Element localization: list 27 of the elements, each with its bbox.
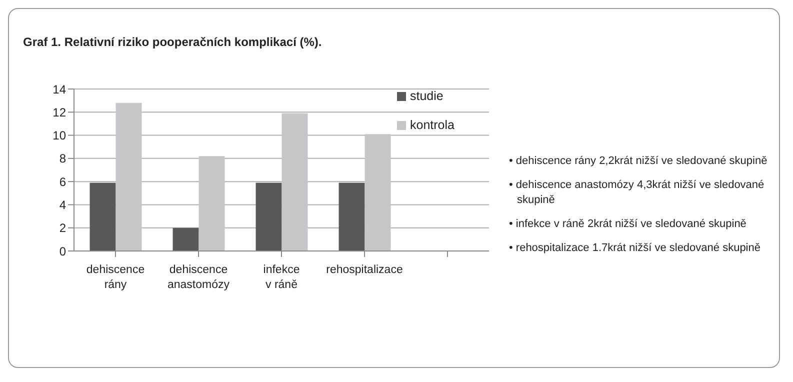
x-tick-label: infekce v ráně — [263, 264, 300, 291]
bar — [198, 156, 225, 251]
y-tick-label: 4 — [59, 198, 66, 212]
text: • dehiscence anastomózy 4,3krát nižší ve sledované skupině — [509, 178, 766, 208]
y-tick-label: 8 — [59, 152, 66, 166]
bar — [172, 228, 199, 251]
x-tick-label: rehospitalizace — [326, 264, 403, 276]
y-tick-label: 14 — [52, 82, 66, 96]
chart-title: Graf 1. Relativní riziko pooperačních komplikací (%). — [23, 35, 322, 49]
y-tick-label: 2 — [59, 221, 66, 236]
text: • rehospitalizace 1.7krát nižší ve sledované skupině — [509, 241, 762, 256]
y-tick-label: 6 — [59, 174, 66, 189]
bar — [256, 182, 282, 251]
x-tick-label: dehiscence anastomózy — [167, 264, 230, 291]
y-tick-label: 12 — [52, 105, 66, 120]
bar — [282, 113, 308, 251]
x-tick-label: dehiscence rány — [86, 264, 145, 291]
text: • dehiscence rány 2,2krát nižší ve sledované skupině — [509, 154, 768, 169]
bar — [116, 102, 142, 251]
legend-label: studie — [410, 89, 444, 103]
bar — [90, 182, 116, 251]
legend-label: kontrola — [410, 118, 454, 132]
text: • infekce v ráně 2krát nižší ve sledované skupině — [509, 217, 748, 232]
bar — [364, 134, 391, 251]
y-tick-label: 10 — [52, 128, 66, 143]
y-tick-label: 0 — [59, 244, 66, 258]
bar — [338, 182, 365, 251]
